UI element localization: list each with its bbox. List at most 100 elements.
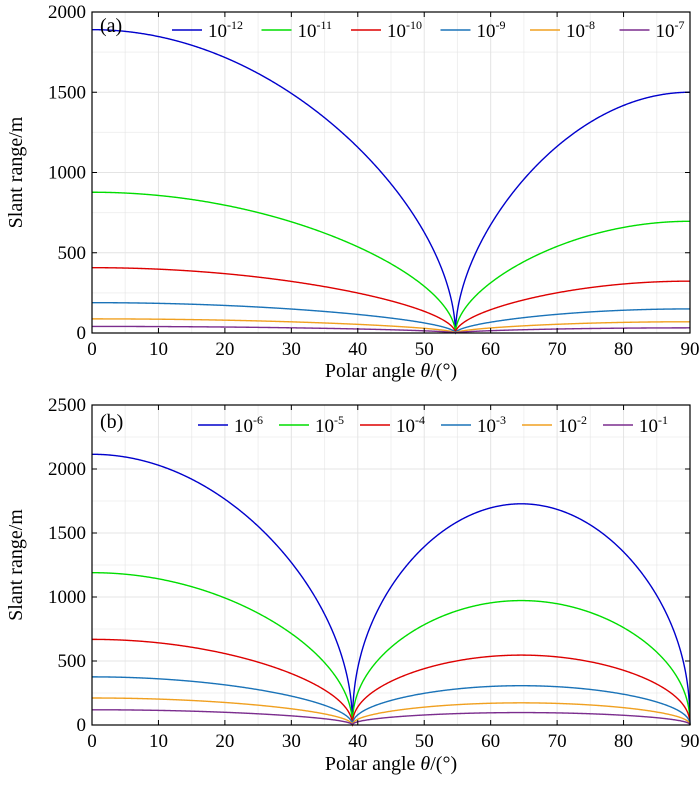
legend-item-10e-4: 10-4: [360, 413, 425, 437]
y-tick-label: 1500: [48, 82, 86, 103]
x-tick-label: 0: [87, 731, 97, 752]
x-axis-label: Polar angle θ/(°): [325, 753, 457, 775]
legend-label-exponent: -8: [585, 18, 595, 32]
legend-item-10e-11: 10-11: [261, 18, 333, 42]
chart-panel-a: 0 10 20 30 40 50 60 70 80 90 0 500 1000 1500 2000 Slant…: [5, 2, 700, 382]
series-group: [92, 28, 691, 335]
legend-label-exponent: -4: [415, 413, 425, 427]
panel-label: (a): [100, 15, 122, 37]
x-axis-label-prefix: Polar angle: [325, 753, 421, 775]
legend-label-base: 10: [234, 416, 253, 437]
x-tick-label: 60: [481, 339, 500, 360]
legend-label-base: 10: [396, 416, 415, 437]
legend-label-base: 10: [477, 21, 496, 42]
x-tick-label: 20: [215, 339, 234, 360]
x-tick-label: 30: [282, 339, 301, 360]
legend-label-exponent: -9: [496, 18, 506, 32]
legend-label: 10-8: [566, 18, 595, 42]
y-axis-label: Slant range/m: [5, 509, 27, 621]
x-axis-label-suffix: /(°): [430, 360, 457, 382]
legend-label: 10-11: [298, 18, 333, 42]
series-line-10e-5: [92, 571, 691, 726]
series-line-10e-3: [92, 676, 691, 726]
legend-label-exponent: -1: [658, 413, 668, 427]
series-line-10e-9: [92, 301, 690, 335]
legend-label-base: 10: [298, 21, 317, 42]
x-tick-label: 80: [614, 339, 633, 360]
legend-label: 10-7: [656, 18, 685, 42]
y-tick-label: 500: [58, 651, 87, 672]
legend-label-exponent: -2: [577, 413, 587, 427]
series-line-10e-7: [92, 325, 690, 334]
x-tick-label: 0: [87, 339, 97, 360]
legend-label-exponent: -5: [334, 413, 344, 427]
legend-label-exponent: -12: [227, 18, 243, 32]
legend-label-base: 10: [656, 21, 675, 42]
legend-label-base: 10: [477, 416, 496, 437]
y-tick-label: 1500: [48, 523, 86, 544]
series-line-10e-1: [92, 709, 691, 727]
series-line-10e-6: [92, 453, 691, 726]
x-axis-label-variable: θ: [420, 753, 430, 775]
legend-label: 10-1: [639, 413, 668, 437]
series-line-10e-10: [92, 266, 690, 334]
x-tick-label: 60: [481, 731, 500, 752]
panel-label: (b): [100, 411, 123, 433]
series-line-10e-11: [92, 191, 690, 334]
x-tick-label: 10: [149, 339, 168, 360]
x-tick-label: 10: [149, 731, 168, 752]
plot-frame: [91, 404, 691, 726]
legend-label: 10-9: [477, 18, 506, 42]
legend-label-base: 10: [208, 21, 227, 42]
legend-label-exponent: -3: [496, 413, 506, 427]
legend-item-10e-8: 10-8: [530, 18, 595, 42]
x-tick-label: 90: [681, 339, 700, 360]
legend-item-10e-12: 10-12: [172, 18, 243, 42]
x-tick-label: 70: [548, 339, 567, 360]
y-axis-label: Slant range/m: [5, 116, 27, 228]
y-tick-label: 2000: [48, 459, 86, 480]
x-tick-label: 20: [215, 731, 234, 752]
legend-item-10e-7: 10-7: [619, 18, 685, 42]
y-tick-label: 0: [77, 715, 87, 736]
x-tick-label: 70: [548, 731, 567, 752]
legend: 10-6 10-5 10-4 10-3 10-2 10-1: [198, 413, 668, 437]
series-line-10e-8: [92, 318, 691, 334]
legend-item-10e-9: 10-9: [440, 18, 506, 42]
legend-label: 10-12: [208, 18, 243, 42]
x-tick-label: 50: [415, 731, 434, 752]
series-line-10e-4: [92, 638, 691, 726]
x-axis-label-suffix: /(°): [430, 753, 457, 775]
legend-label: 10-2: [558, 413, 587, 437]
legend-item-10e-1: 10-1: [603, 413, 668, 437]
x-tick-label: 30: [282, 731, 301, 752]
y-tick-label: 2500: [48, 395, 86, 416]
y-tick-label: 1000: [48, 163, 86, 184]
legend-label-exponent: -6: [253, 413, 263, 427]
legend-item-10e-3: 10-3: [441, 413, 506, 437]
legend-label-exponent: -10: [406, 18, 422, 32]
y-tick-label: 1000: [48, 587, 86, 608]
legend-label-base: 10: [639, 416, 658, 437]
series-line-10e-2: [92, 697, 691, 728]
legend-item-10e-2: 10-2: [522, 413, 587, 437]
x-tick-label: 80: [614, 731, 633, 752]
x-tick-label: 90: [681, 731, 700, 752]
legend-label-base: 10: [315, 416, 334, 437]
x-axis-label: Polar angle θ/(°): [325, 360, 457, 382]
legend-label: 10-6: [234, 413, 263, 437]
axis-ticks: 0 10 20 30 40 50 60 70 80 90 0 500 1000 1500 2000: [48, 2, 700, 360]
legend-label-base: 10: [566, 21, 585, 42]
x-tick-label: 40: [348, 731, 367, 752]
gridlines: [92, 12, 690, 333]
x-tick-label: 50: [415, 339, 434, 360]
legend-label-base: 10: [387, 21, 406, 42]
x-axis-label-prefix: Polar angle: [325, 360, 421, 382]
legend-item-10e-6: 10-6: [198, 413, 263, 437]
x-axis-label-variable: θ: [420, 360, 430, 382]
y-tick-label: 500: [58, 243, 87, 264]
chart-panel-b: 0 10 20 30 40 50 60 70 80 90 0 500 1000 1500 2000 2500 S…: [5, 395, 700, 775]
legend-item-10e-10: 10-10: [351, 18, 422, 42]
y-tick-label: 0: [77, 323, 87, 344]
